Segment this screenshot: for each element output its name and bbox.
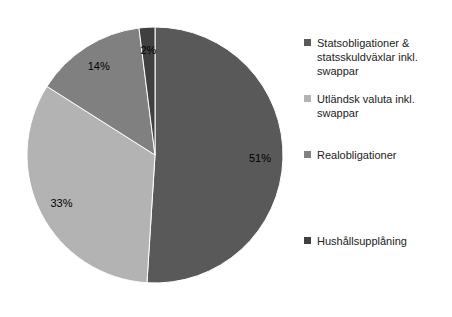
html-text:Statsobligationer & statsskuld: Statsobligationer & statsskuldväxlar ink… [317, 37, 418, 77]
svg-text:2%: 2% [140, 44, 156, 56]
svg-text:33%: 33% [50, 197, 72, 209]
svg-text:14%: 14% [88, 60, 110, 72]
html-text:Hushållsupplåning: Hushållsupplåning [317, 235, 407, 247]
html-text:Utländsk valuta inkl. swappar: Utländsk valuta inkl. swappar [317, 93, 415, 119]
svg-text:51%: 51% [249, 152, 271, 164]
html-text:Realobligationer: Realobligationer [317, 149, 397, 161]
